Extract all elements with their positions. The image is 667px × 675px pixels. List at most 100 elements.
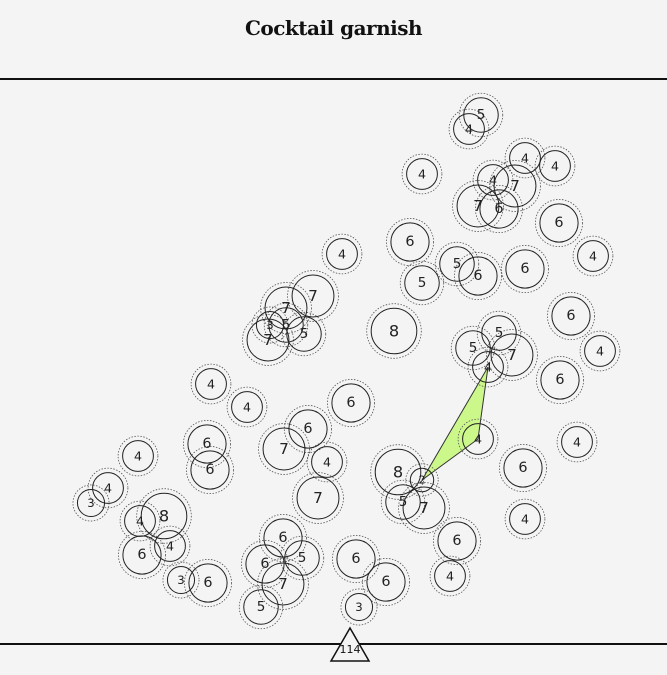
node[interactable]: 3 <box>166 565 196 595</box>
node-label: 4 <box>243 400 251 415</box>
node-halo <box>283 404 332 453</box>
node-halo <box>118 531 167 580</box>
node[interactable]: 3 <box>76 488 106 518</box>
node[interactable]: 4 <box>472 351 504 383</box>
node-label: 6 <box>351 551 360 567</box>
node-label: 4 <box>207 377 215 392</box>
node[interactable]: 4 <box>195 368 227 400</box>
node-label: 4 <box>573 435 581 450</box>
node[interactable]: 8 <box>370 307 418 355</box>
node[interactable]: 5 <box>268 307 304 343</box>
node-halo <box>331 535 380 584</box>
node[interactable]: 4 <box>584 335 616 367</box>
node-circle <box>509 503 541 535</box>
node[interactable]: 6 <box>245 544 285 584</box>
node-circle <box>404 265 440 301</box>
node[interactable]: 4 <box>539 150 571 182</box>
node-circle <box>336 539 376 579</box>
node[interactable]: 6 <box>479 189 519 229</box>
node[interactable]: 5 <box>439 246 475 282</box>
triangle-marker-icon <box>329 626 371 662</box>
node[interactable]: 4 <box>462 423 494 455</box>
node-halo <box>326 378 375 427</box>
node-label: 6 <box>137 547 146 563</box>
node-circle <box>551 296 591 336</box>
node[interactable]: 6 <box>263 518 303 558</box>
node-label: 7 <box>313 489 323 507</box>
node[interactable]: 5 <box>286 316 322 352</box>
node-label: 3 <box>355 600 362 614</box>
node[interactable]: 4 <box>577 240 609 272</box>
node[interactable]: 3 <box>344 592 374 622</box>
node[interactable]: 5 <box>385 484 421 520</box>
node-circle <box>231 391 263 423</box>
node[interactable]: 4 <box>453 113 485 145</box>
node-halo <box>117 435 159 477</box>
node[interactable]: 4 <box>311 446 343 478</box>
node-circle <box>92 472 124 504</box>
node[interactable]: 6 <box>539 203 579 243</box>
node[interactable]: 6 <box>187 424 227 464</box>
node[interactable]: 6 <box>437 521 477 561</box>
node[interactable]: 4 <box>509 503 541 535</box>
node-label: 4 <box>134 449 142 464</box>
node[interactable]: 4 <box>326 238 358 270</box>
node[interactable]: 6 <box>505 249 545 289</box>
node[interactable]: 7 <box>246 318 290 362</box>
node[interactable]: 6 <box>190 450 230 490</box>
node-label: 7 <box>419 499 429 517</box>
node-halo <box>226 386 268 428</box>
node[interactable]: 4 <box>477 164 509 196</box>
node[interactable]: 8 <box>140 492 188 540</box>
node[interactable]: 5 <box>284 540 320 576</box>
node[interactable]: 4 <box>561 426 593 458</box>
node-halo <box>453 251 502 300</box>
node[interactable]: 4 <box>434 560 466 592</box>
node[interactable]: 7 <box>291 274 335 318</box>
node[interactable]: 8 <box>374 448 422 496</box>
node-label: 6 <box>494 201 503 217</box>
node-halo <box>489 160 541 212</box>
node[interactable]: 6 <box>122 535 162 575</box>
node[interactable]: 6 <box>331 383 371 423</box>
node[interactable]: 4 <box>122 440 154 472</box>
node[interactable]: 5 <box>404 265 440 301</box>
node[interactable]: 6 <box>540 360 580 400</box>
highlight-layer <box>421 366 489 481</box>
node[interactable]: 3 <box>255 310 285 340</box>
node[interactable]: 4 <box>231 391 263 423</box>
node[interactable]: 4 <box>509 142 541 174</box>
node[interactable]: 4 <box>406 158 438 190</box>
node[interactable]: 7 <box>296 476 340 520</box>
node-label: 6 <box>303 421 312 437</box>
node[interactable]: 7 <box>456 184 500 228</box>
node-halo <box>434 241 480 287</box>
node[interactable]: 4 <box>154 530 186 562</box>
node[interactable]: 6 <box>503 448 543 488</box>
node[interactable]: 7 <box>402 486 446 530</box>
node-halo <box>458 92 504 138</box>
node-circle <box>584 335 616 367</box>
node-label: 4 <box>484 360 492 375</box>
node[interactable]: 7 <box>490 333 534 377</box>
node[interactable]: 5 <box>243 589 279 625</box>
node[interactable]: 6 <box>390 222 430 262</box>
node[interactable]: 6 <box>288 409 328 449</box>
node-circle <box>166 565 196 595</box>
node-halo <box>183 559 232 608</box>
node-halo <box>340 588 378 626</box>
node[interactable]: 6 <box>336 539 376 579</box>
node[interactable]: 6 <box>458 256 498 296</box>
node[interactable]: 7 <box>261 562 305 606</box>
node[interactable]: 6 <box>551 296 591 336</box>
node[interactable]: 6 <box>366 562 406 602</box>
node[interactable]: 6 <box>188 563 228 603</box>
node[interactable]: 7 <box>493 164 537 208</box>
node[interactable]: 4 <box>92 472 124 504</box>
node[interactable]: 7 <box>262 427 306 471</box>
node[interactable]: 2 <box>409 467 435 493</box>
node-halo <box>457 418 499 460</box>
node-circle <box>456 184 500 228</box>
node-circle <box>187 424 227 464</box>
